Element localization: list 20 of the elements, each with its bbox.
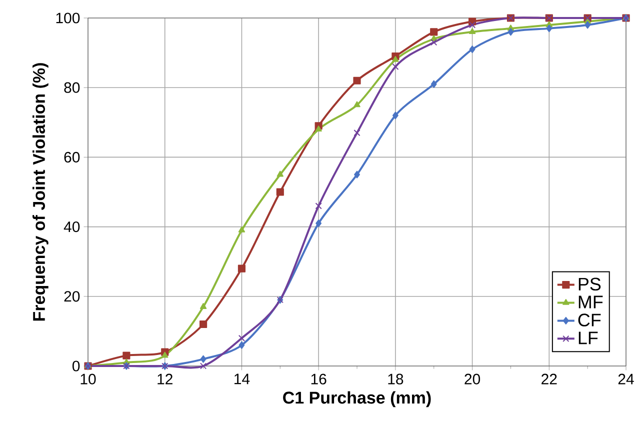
x-tick-label: 14 xyxy=(234,374,250,384)
x-tick-label: 22 xyxy=(542,374,557,384)
legend-label: MF xyxy=(578,296,603,308)
x-tick-label: 10 xyxy=(80,374,96,384)
x-tick-label: 20 xyxy=(464,374,480,384)
x-tick-label: 16 xyxy=(311,374,326,384)
y-axis-title: Frequency of Joint Violation (%) xyxy=(32,63,48,321)
y-tick-label: 100 xyxy=(56,12,80,24)
y-tick-label: 0 xyxy=(72,360,80,372)
x-axis-title: C1 Purchase (mm) xyxy=(283,391,431,408)
legend-label: PS xyxy=(578,278,601,291)
y-tick-label: 60 xyxy=(64,152,80,162)
y-tick-label: 40 xyxy=(64,221,80,232)
legend-label: CF xyxy=(578,314,601,326)
x-tick-label: 24 xyxy=(618,374,634,384)
x-tick-label: 12 xyxy=(158,374,172,384)
y-tick-label: 20 xyxy=(64,291,80,302)
legend-label: LF xyxy=(578,332,598,344)
y-tick-label: 80 xyxy=(64,82,80,93)
x-tick-label: 18 xyxy=(388,374,404,384)
